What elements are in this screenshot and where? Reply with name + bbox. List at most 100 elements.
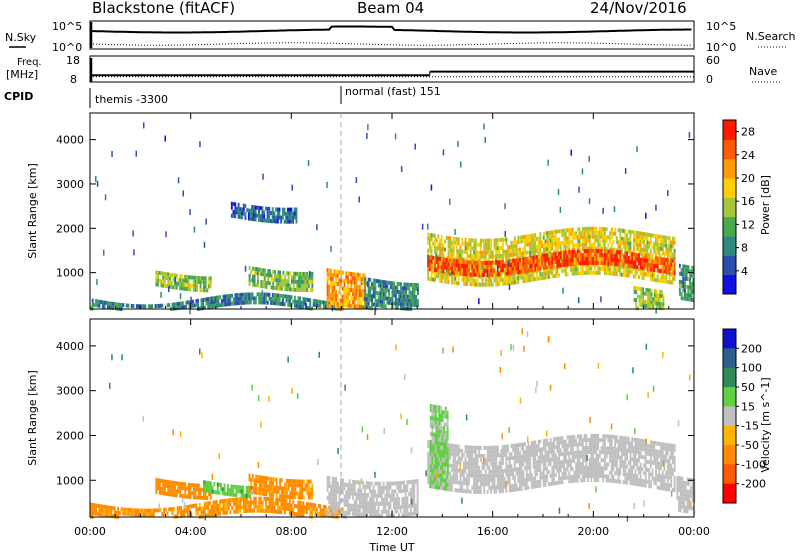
data-cell xyxy=(151,304,154,309)
data-cell xyxy=(520,239,523,244)
data-cell xyxy=(551,274,554,279)
data-cell xyxy=(155,486,158,490)
data-cell xyxy=(682,296,685,301)
data-cell xyxy=(622,268,625,273)
data-cell xyxy=(484,136,486,143)
data-cell xyxy=(571,243,574,248)
data-cell xyxy=(488,485,491,490)
data-cell xyxy=(515,262,518,267)
data-cell xyxy=(388,296,390,301)
data-cell xyxy=(592,234,594,239)
nave-right-tick-bottom: 0 xyxy=(706,73,713,86)
data-cell xyxy=(544,239,547,244)
data-cell xyxy=(367,485,370,490)
data-cell xyxy=(505,257,508,262)
data-cell xyxy=(170,492,173,497)
data-cell xyxy=(284,275,287,280)
data-cell xyxy=(299,304,301,309)
data-cell xyxy=(507,245,509,250)
data-cell xyxy=(454,272,457,277)
data-cell xyxy=(357,488,360,493)
data-cell xyxy=(657,297,660,302)
data-cell xyxy=(597,254,600,259)
data-cell xyxy=(236,210,238,215)
data-cell xyxy=(632,234,635,239)
data-cell xyxy=(537,248,540,253)
data-cell xyxy=(367,277,370,282)
data-cell xyxy=(493,473,496,478)
data-cell xyxy=(262,491,264,496)
data-cell xyxy=(680,268,683,273)
data-cell xyxy=(270,300,273,305)
data-cell xyxy=(510,252,513,257)
data-cell xyxy=(519,247,521,252)
data-cell xyxy=(96,180,99,187)
data-cell xyxy=(670,248,673,253)
data-cell xyxy=(194,487,197,492)
data-cell xyxy=(307,306,310,310)
data-cell xyxy=(201,280,204,285)
data-cell xyxy=(513,258,516,263)
data-cell xyxy=(270,219,272,224)
data-cell xyxy=(260,296,262,301)
data-cell xyxy=(289,479,292,484)
data-cell xyxy=(183,305,186,310)
data-cell xyxy=(260,284,263,288)
data-cell xyxy=(381,291,384,296)
data-cell xyxy=(348,491,351,496)
data-cell xyxy=(427,276,430,281)
data-cell xyxy=(502,264,504,268)
data-cell xyxy=(454,259,457,264)
data-cell xyxy=(513,463,516,468)
data-cell xyxy=(444,239,447,244)
data-cell xyxy=(357,504,360,509)
data-cell xyxy=(655,260,657,265)
data-cell xyxy=(250,489,253,494)
data-cell xyxy=(396,285,399,290)
data-cell xyxy=(271,207,274,212)
data-cell xyxy=(473,272,475,277)
data-cell xyxy=(558,263,560,268)
data-cell xyxy=(655,293,658,298)
data-cell xyxy=(227,498,230,503)
data-cell xyxy=(541,240,543,245)
data-cell xyxy=(105,505,108,510)
data-cell xyxy=(547,257,550,262)
data-cell xyxy=(553,250,555,255)
data-cell xyxy=(178,506,181,511)
data-cell xyxy=(468,489,470,494)
data-cell xyxy=(644,272,647,277)
data-cell xyxy=(590,242,593,247)
data-cell xyxy=(558,251,560,256)
data-cell xyxy=(685,276,688,281)
data-cell xyxy=(335,301,337,306)
data-cell xyxy=(624,255,627,260)
data-cell xyxy=(362,512,365,517)
data-cell xyxy=(249,504,252,509)
data-cell xyxy=(621,240,623,245)
data-cell xyxy=(580,231,583,236)
data-cell xyxy=(189,308,191,315)
data-cell xyxy=(661,243,664,248)
data-cell xyxy=(417,287,419,292)
data-cell xyxy=(668,256,671,261)
data-cell xyxy=(158,490,161,495)
data-cell xyxy=(474,250,477,255)
data-cell xyxy=(260,508,262,513)
data-cell xyxy=(634,238,637,243)
data-cell xyxy=(149,508,152,513)
data-cell xyxy=(648,240,651,245)
data-cell xyxy=(563,240,566,245)
data-cell xyxy=(182,190,184,197)
data-cell xyxy=(666,270,669,275)
data-cell xyxy=(251,474,254,479)
data-cell xyxy=(583,261,586,266)
data-cell xyxy=(371,302,373,307)
data-cell xyxy=(347,287,349,292)
data-cell xyxy=(204,284,207,289)
data-cell xyxy=(336,489,339,494)
data-cell xyxy=(634,256,637,261)
data-cell xyxy=(638,294,641,299)
data-cell xyxy=(165,479,168,484)
data-cell xyxy=(451,487,453,492)
